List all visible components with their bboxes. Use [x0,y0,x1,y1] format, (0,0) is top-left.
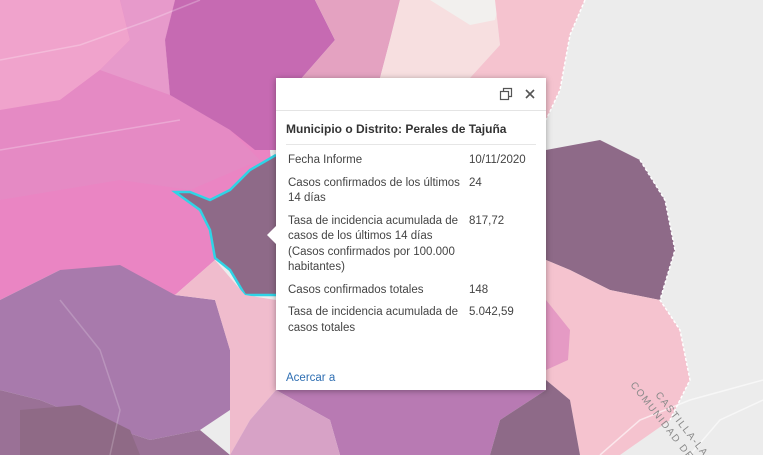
municipality-region[interactable] [20,405,140,455]
info-popup: Municipio o Distrito: Perales de Tajuña … [267,78,546,390]
municipality-region[interactable] [165,0,335,150]
road [0,119,181,151]
road [599,379,763,455]
maximize-icon [499,87,513,101]
attribute-value: 24 [469,176,482,189]
attribute-value: 148 [469,283,489,296]
attribute-key: Fecha Informe [288,154,363,166]
attribute-row: Tasa de incidencia acumulada de casos to… [286,305,538,343]
municipality-region[interactable] [546,300,570,370]
province-border [545,0,586,121]
zoom-to-link[interactable]: Acercar a [286,372,336,384]
municipality-region[interactable] [0,265,230,440]
municipality-region[interactable] [0,0,130,120]
popup-header [276,78,546,111]
municipality-region[interactable] [0,70,260,200]
attribute-value: 817,72 [469,214,505,227]
municipality-region[interactable] [300,0,400,80]
attribute-value: 5.042,59 [469,306,514,318]
municipality-region[interactable] [430,0,500,25]
municipality-region[interactable] [490,380,580,455]
attribute-row: Fecha Informe 10/11/2020 [286,153,538,176]
maximize-button[interactable] [496,84,516,104]
municipality-region[interactable] [470,0,585,120]
popup-pointer [267,226,276,244]
road [689,399,763,455]
municipality-region[interactable] [276,390,546,455]
attribute-key: Tasa de incidencia acumulada de casos to… [288,306,459,334]
attribute-row: Casos confirmados totales 148 [286,283,538,306]
municipality-region[interactable] [175,260,276,455]
popup-title: Municipio o Distrito: Perales de Tajuña [286,122,536,145]
close-icon [525,89,535,99]
province-border [639,159,691,421]
close-button[interactable] [520,84,540,104]
attribute-table: Fecha Informe 10/11/2020 Casos confirmad… [286,153,538,343]
attribute-row: Tasa de incidencia acumulada de casos de… [286,214,538,283]
selected-outline [171,153,277,297]
attribute-row: Casos confirmados de los últimos 14 días… [286,176,538,214]
attribute-key: Tasa de incidencia acumulada de casos de… [288,214,459,274]
attribute-key: Casos confirmados totales [288,283,424,296]
road [0,0,201,61]
selected-municipality[interactable] [175,155,276,295]
attribute-key: Casos confirmados de los últimos 14 días [288,176,460,205]
municipality-region[interactable] [546,140,675,300]
attribute-value: 10/11/2020 [469,154,526,166]
municipality-region[interactable] [546,260,690,455]
municipality-region[interactable] [230,390,340,455]
road [59,299,121,455]
